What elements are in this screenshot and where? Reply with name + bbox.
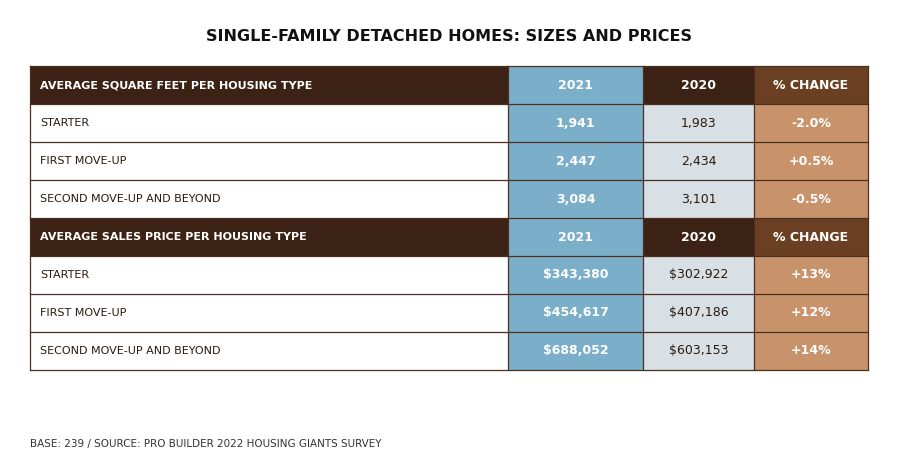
Bar	[754, 294, 868, 332]
Bar	[754, 218, 868, 256]
Bar	[643, 142, 754, 180]
Text: AVERAGE SALES PRICE PER HOUSING TYPE: AVERAGE SALES PRICE PER HOUSING TYPE	[40, 232, 307, 242]
Bar	[643, 66, 754, 104]
Text: STARTER: STARTER	[40, 270, 89, 280]
Bar	[30, 180, 508, 218]
Text: SINGLE-FAMILY DETACHED HOMES: SIZES AND PRICES: SINGLE-FAMILY DETACHED HOMES: SIZES AND …	[206, 28, 692, 44]
Text: $688,052: $688,052	[543, 345, 608, 357]
Bar	[643, 180, 754, 218]
Text: $603,153: $603,153	[669, 345, 728, 357]
Bar	[643, 332, 754, 370]
Bar	[508, 142, 643, 180]
Bar	[643, 218, 754, 256]
Bar	[754, 142, 868, 180]
Text: 2,447: 2,447	[555, 155, 596, 167]
Text: FIRST MOVE-UP: FIRST MOVE-UP	[40, 308, 126, 318]
Text: $407,186: $407,186	[669, 307, 728, 319]
Bar	[30, 142, 508, 180]
Text: SECOND MOVE-UP AND BEYOND: SECOND MOVE-UP AND BEYOND	[40, 346, 220, 356]
Bar	[30, 332, 508, 370]
Text: 3,101: 3,101	[680, 192, 716, 206]
Text: 3,084: 3,084	[556, 192, 595, 206]
Text: 2021: 2021	[558, 230, 593, 244]
Text: +12%: +12%	[791, 307, 832, 319]
Bar	[508, 104, 643, 142]
Text: % CHANGE: % CHANGE	[773, 79, 849, 91]
Text: 2020: 2020	[681, 230, 716, 244]
Bar	[30, 66, 508, 104]
Bar	[754, 66, 868, 104]
Text: 1,941: 1,941	[555, 117, 595, 129]
Bar	[508, 332, 643, 370]
Bar	[508, 218, 643, 256]
Bar	[754, 104, 868, 142]
Text: 1,983: 1,983	[680, 117, 716, 129]
Text: 2,434: 2,434	[680, 155, 716, 167]
Text: +14%: +14%	[791, 345, 832, 357]
Text: 2020: 2020	[681, 79, 716, 91]
Bar	[508, 294, 643, 332]
Bar	[508, 180, 643, 218]
Text: FIRST MOVE-UP: FIRST MOVE-UP	[40, 156, 126, 166]
Bar	[508, 256, 643, 294]
Text: SECOND MOVE-UP AND BEYOND: SECOND MOVE-UP AND BEYOND	[40, 194, 220, 204]
Text: 2021: 2021	[558, 79, 593, 91]
Bar	[754, 180, 868, 218]
Bar	[643, 294, 754, 332]
Bar	[643, 104, 754, 142]
Text: -2.0%: -2.0%	[791, 117, 831, 129]
Bar	[30, 256, 508, 294]
Text: +0.5%: +0.5%	[788, 155, 833, 167]
Text: BASE: 239 / SOURCE: PRO BUILDER 2022 HOUSING GIANTS SURVEY: BASE: 239 / SOURCE: PRO BUILDER 2022 HOU…	[30, 439, 382, 449]
Text: % CHANGE: % CHANGE	[773, 230, 849, 244]
Bar	[30, 218, 508, 256]
Text: -0.5%: -0.5%	[791, 192, 831, 206]
Bar	[30, 294, 508, 332]
Bar	[30, 104, 508, 142]
Text: AVERAGE SQUARE FEET PER HOUSING TYPE: AVERAGE SQUARE FEET PER HOUSING TYPE	[40, 80, 312, 90]
Bar	[754, 332, 868, 370]
Bar	[754, 256, 868, 294]
Bar	[508, 66, 643, 104]
Text: STARTER: STARTER	[40, 118, 89, 128]
Text: $454,617: $454,617	[543, 307, 608, 319]
Text: $343,380: $343,380	[543, 268, 608, 282]
Text: +13%: +13%	[791, 268, 832, 282]
Bar	[643, 256, 754, 294]
Text: $302,922: $302,922	[669, 268, 728, 282]
